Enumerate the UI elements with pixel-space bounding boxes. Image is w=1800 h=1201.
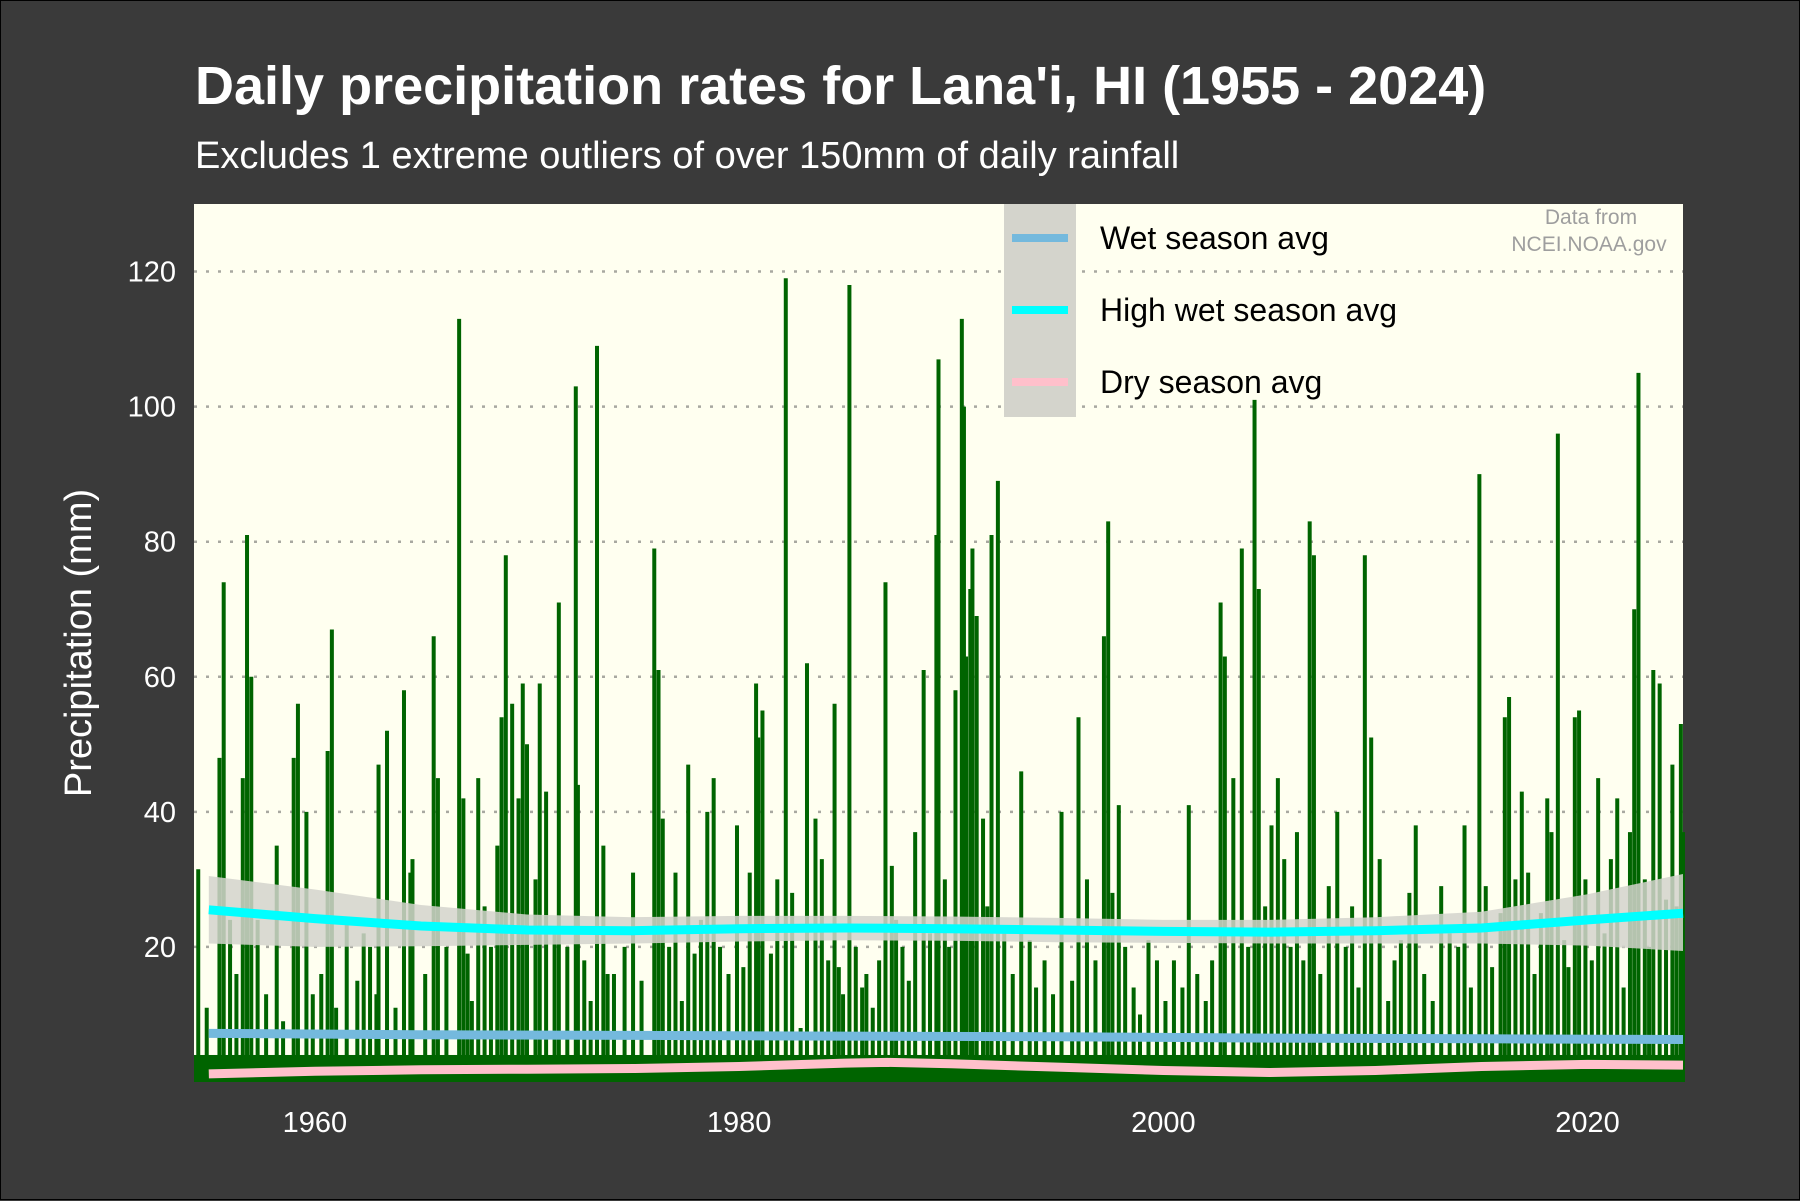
- x-tick-label-1960: 1960: [283, 1107, 348, 1139]
- source-annotation-line-1: Data from: [1545, 206, 1637, 229]
- y-tick-label-20: 20: [144, 932, 176, 964]
- y-tick-label-60: 60: [144, 662, 176, 694]
- high-wet-season-line: [208, 905, 1684, 937]
- x-tick-label-2020: 2020: [1555, 1107, 1620, 1139]
- source-annotation-line-2: NCEI.NOAA.gov: [1511, 233, 1667, 256]
- wet-season-line: [208, 1028, 1684, 1044]
- legend-label-0: Wet season avg: [1100, 220, 1329, 256]
- legend-label-1: High wet season avg: [1100, 292, 1397, 328]
- y-tick-label-40: 40: [144, 797, 176, 829]
- y-tick-label-80: 80: [144, 527, 176, 559]
- legend-label-2: Dry season avg: [1100, 364, 1322, 400]
- y-tick-label-120: 120: [128, 257, 176, 289]
- x-tick-label-1980: 1980: [707, 1107, 772, 1139]
- chart-title: Daily precipitation rates for Lana'i, HI…: [195, 56, 1487, 116]
- dry-season-line: [208, 1057, 1684, 1079]
- chart-subtitle: Excludes 1 extreme outliers of over 150m…: [195, 135, 1180, 177]
- y-axis-label: Precipitation (mm): [58, 489, 100, 797]
- x-tick-label-2000: 2000: [1131, 1107, 1196, 1139]
- y-tick-label-100: 100: [128, 392, 176, 424]
